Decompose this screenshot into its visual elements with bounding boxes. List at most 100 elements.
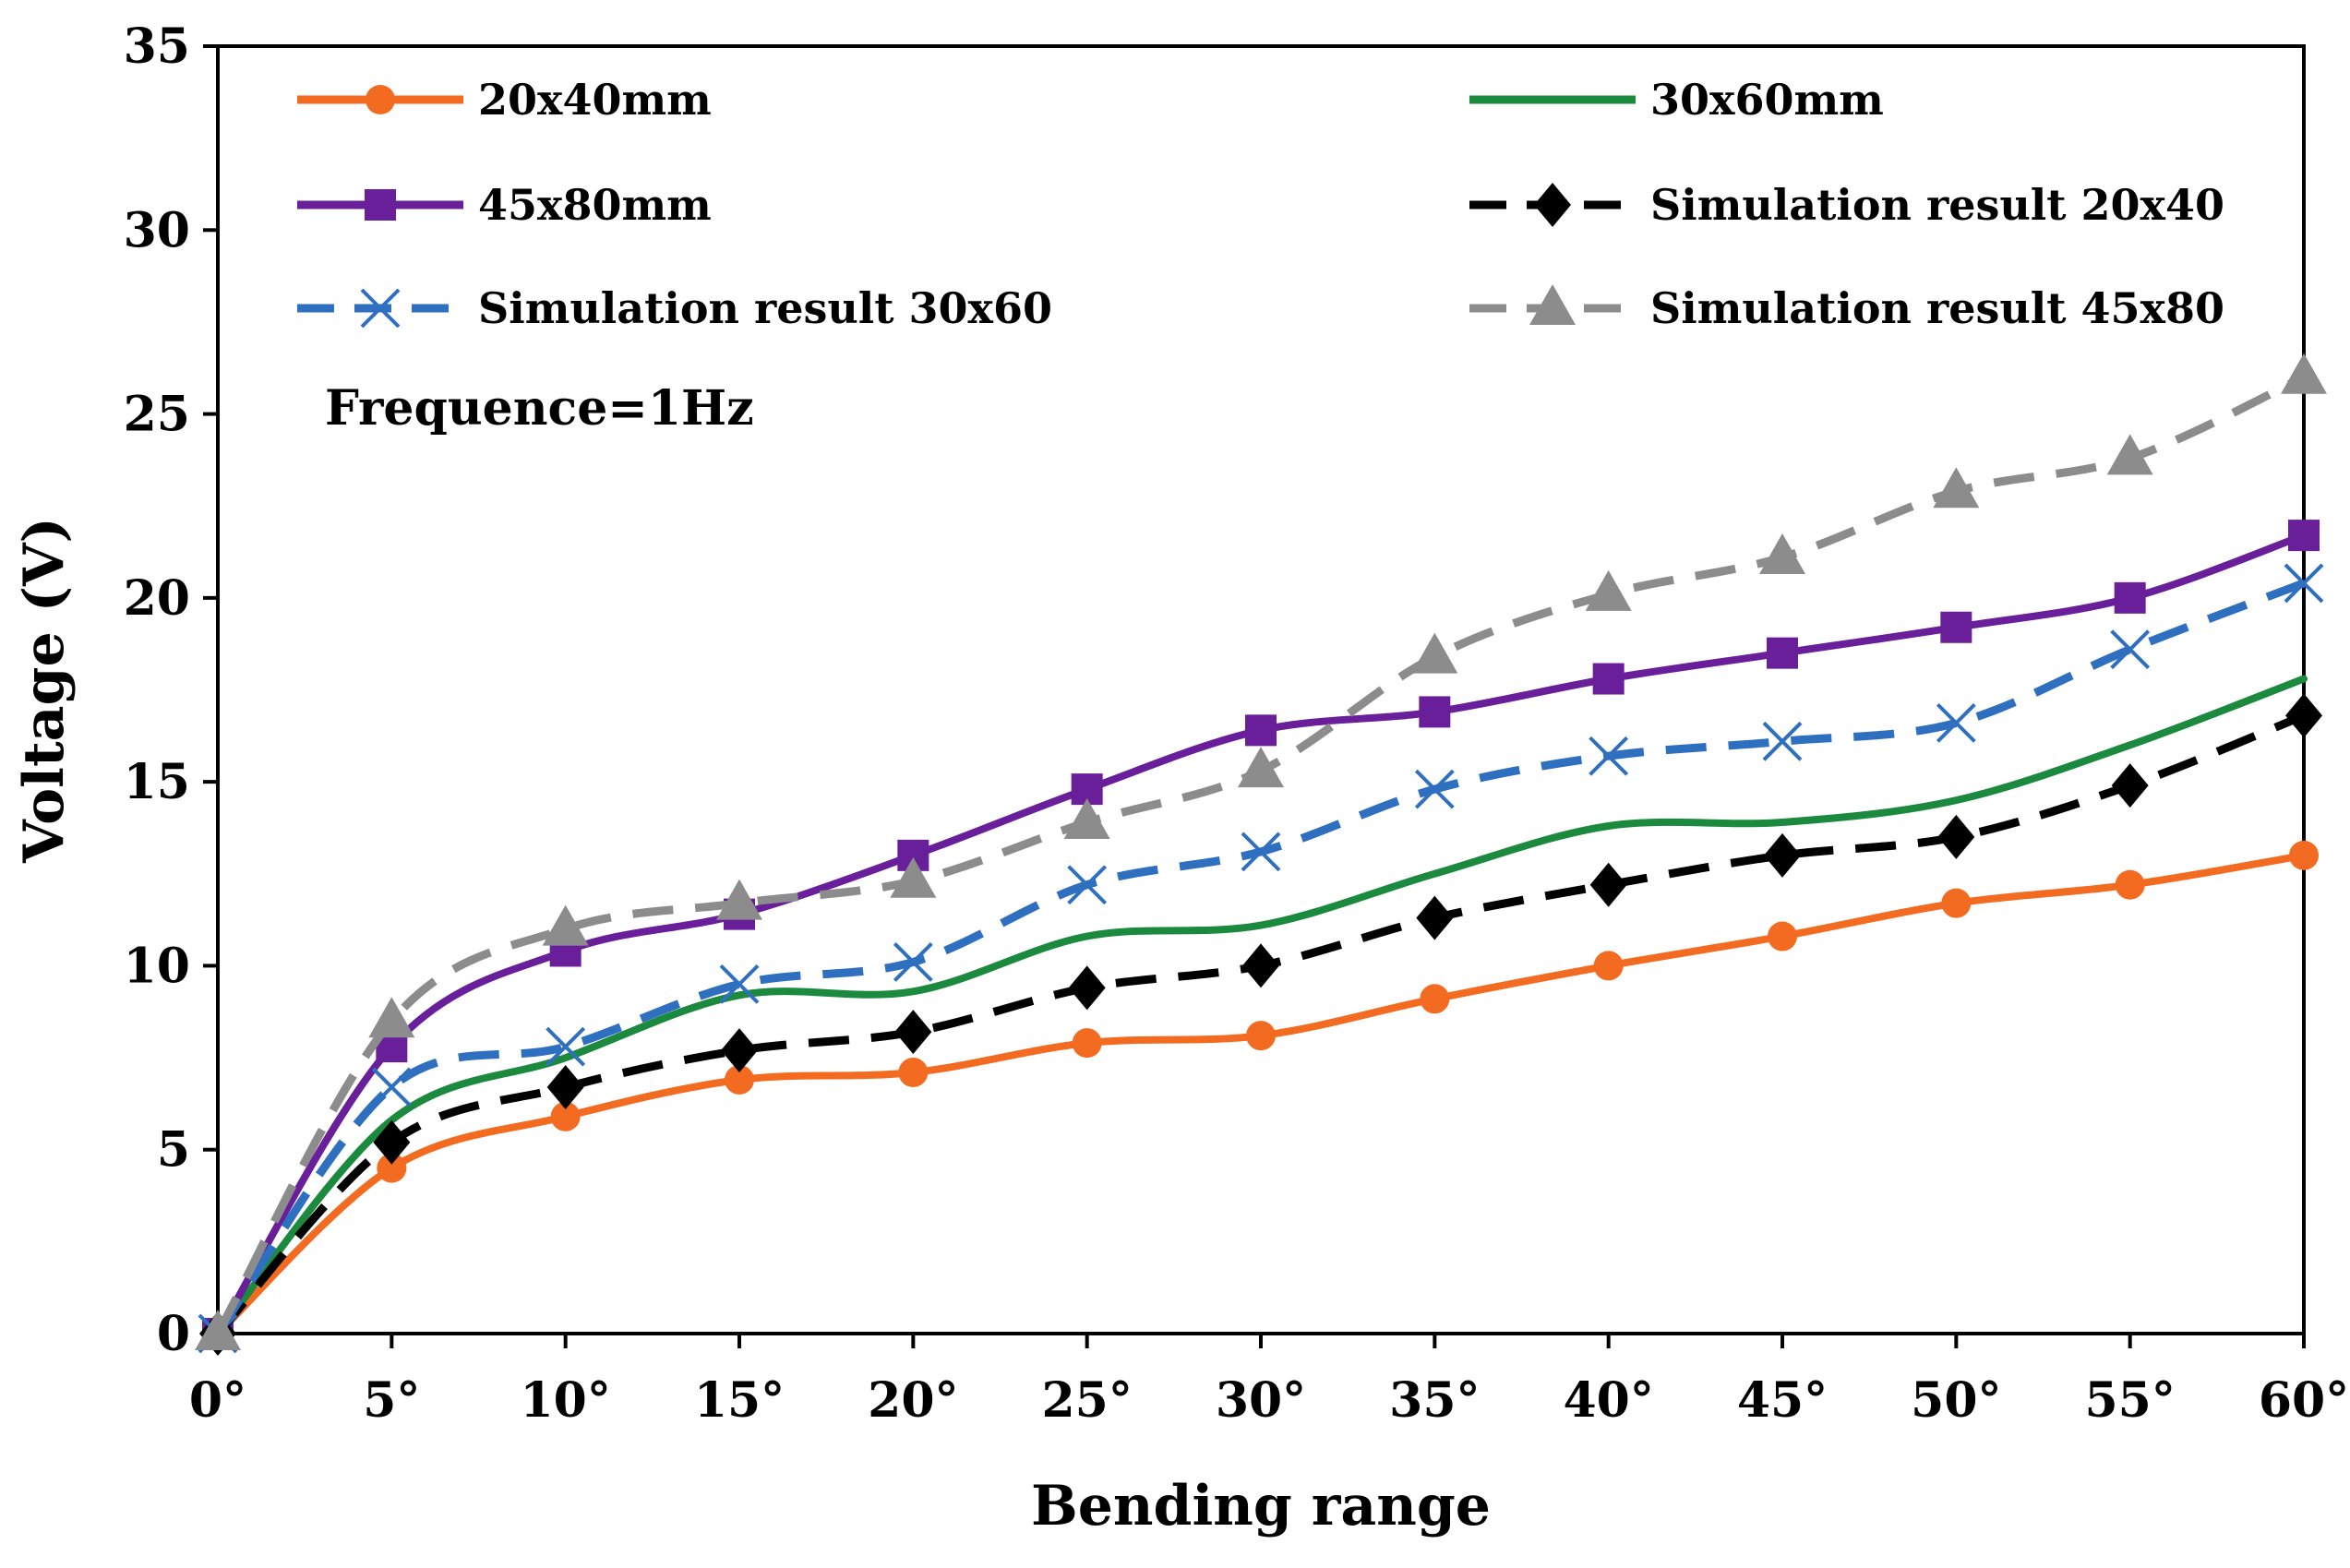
legend-marker <box>365 189 396 221</box>
y-tick-label: 35 <box>124 18 190 75</box>
legend-label: 30x60mm <box>1650 75 1884 125</box>
data-point <box>893 942 933 982</box>
data-point <box>368 997 415 1038</box>
legend-label: Simulation result 20x40 <box>1650 180 2224 230</box>
data-point <box>1941 888 1972 918</box>
data-point <box>1589 862 1627 907</box>
legend-entry: 20x40mm <box>297 75 712 125</box>
data-point <box>1420 984 1450 1014</box>
x-tick-label: 0° <box>189 1372 246 1429</box>
data-point <box>546 1026 586 1067</box>
data-point <box>2111 763 2149 808</box>
data-point <box>2285 693 2322 738</box>
x-axis-title: Bending range <box>1031 1474 1491 1538</box>
data-point <box>371 1067 412 1107</box>
data-point <box>2115 869 2145 900</box>
legend-label: Simulation result 30x60 <box>478 283 1052 333</box>
data-point <box>898 1058 929 1088</box>
data-point <box>1414 769 1455 809</box>
frequency-annotation: Frequence=1Hz <box>325 380 754 437</box>
data-point <box>1241 832 1281 872</box>
series-30x60mm <box>214 675 2308 1337</box>
data-point <box>716 879 762 920</box>
data-point <box>1759 533 1805 575</box>
data-point <box>1068 965 1106 1011</box>
data-point <box>1419 696 1451 728</box>
data-point <box>2106 434 2153 475</box>
y-tick-label: 20 <box>124 570 190 627</box>
data-point <box>1593 951 1624 981</box>
data-point <box>2284 563 2324 604</box>
data-point <box>1416 895 1454 940</box>
data-point <box>1246 1021 1276 1051</box>
legend-entry: Simulation result 45x80 <box>1469 283 2224 333</box>
data-point <box>1940 611 1972 643</box>
data-point <box>1762 721 1803 761</box>
data-point <box>1072 1028 1102 1059</box>
legend-marker <box>366 85 395 114</box>
data-point <box>2288 520 2320 552</box>
legend-entry: 45x80mm <box>297 180 712 230</box>
data-point <box>1589 736 1629 776</box>
legend-entry: 30x60mm <box>1469 75 1884 125</box>
data-point <box>894 1010 932 1055</box>
series-20x40mm <box>203 840 2319 1348</box>
data-point <box>1411 632 1458 674</box>
data-point <box>1063 797 1110 839</box>
legend: 20x40mm 30x60mm 45x80mm Simulation result 2… <box>297 75 2224 333</box>
x-tick-label: 40° <box>1563 1372 1653 1429</box>
data-point <box>1767 637 1798 669</box>
x-tick-label: 20° <box>868 1372 958 1429</box>
y-tick-label: 5 <box>157 1122 190 1179</box>
y-tick-label: 30 <box>124 202 190 258</box>
legend-entry: Simulation result 30x60 <box>297 283 1052 333</box>
series-line <box>214 675 2308 1337</box>
data-point <box>2289 840 2319 870</box>
data-point <box>721 1028 758 1073</box>
series-simulation-result-45x80 <box>195 353 2327 1350</box>
axes: 0 5 10 15 20 25 30 35 0° 5° 10° 15° 20° 25° 30° 35° 40° 4… <box>124 18 2350 1429</box>
data-point <box>1936 702 1976 743</box>
data-point <box>1067 865 1108 905</box>
x-tick-label: 45° <box>1737 1372 1828 1429</box>
x-tick-label: 15° <box>694 1372 785 1429</box>
data-point <box>719 964 760 1004</box>
x-tick-label: 30° <box>1216 1372 1306 1429</box>
data-point <box>542 904 589 946</box>
x-tick-label: 55° <box>2084 1372 2175 1429</box>
data-point <box>1585 569 1632 611</box>
data-point <box>1768 921 1797 952</box>
series-layer <box>195 353 2327 1356</box>
legend-label: Simulation result 45x80 <box>1650 283 2224 333</box>
data-point <box>1242 943 1279 988</box>
data-point <box>373 1119 411 1165</box>
y-tick-label: 25 <box>124 387 190 443</box>
series-line <box>214 579 2306 1336</box>
y-tick-label: 15 <box>124 754 190 810</box>
legend-label: 20x40mm <box>478 75 712 125</box>
legend-marker <box>360 288 401 329</box>
x-tick-label: 10° <box>520 1372 610 1429</box>
x-tick-label: 5° <box>363 1372 420 1429</box>
data-point <box>2114 581 2146 614</box>
data-point <box>2110 629 2151 670</box>
y-axis-title: Voltage (V) <box>12 517 77 864</box>
data-point <box>1764 832 1801 878</box>
data-point <box>195 1310 241 1350</box>
y-tick-label: 10 <box>124 938 190 994</box>
data-point <box>1937 814 1975 859</box>
data-point <box>2281 353 2327 394</box>
series-simulation-result-20x40 <box>199 693 2322 1356</box>
data-point <box>546 1064 584 1109</box>
data-point <box>550 1101 581 1131</box>
x-tick-label: 60° <box>2259 1372 2349 1429</box>
x-tick-label: 50° <box>1911 1372 2001 1429</box>
data-point <box>1245 714 1277 747</box>
legend-marker <box>1529 284 1576 325</box>
data-point <box>1238 747 1284 788</box>
legend-marker <box>1534 183 1571 227</box>
data-point <box>1933 467 1980 509</box>
data-point <box>890 856 937 898</box>
y-tick-label: 0 <box>157 1306 190 1362</box>
